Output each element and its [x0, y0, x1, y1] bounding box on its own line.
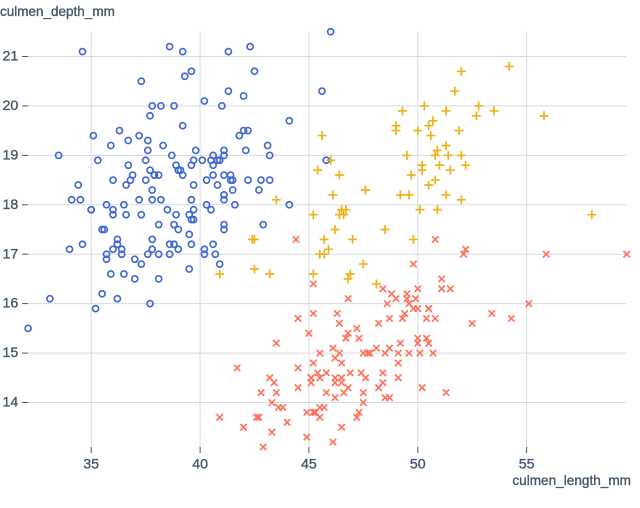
svg-text:20: 20	[3, 98, 19, 114]
svg-text:16: 16	[3, 296, 19, 312]
svg-text:culmen_depth_mm: culmen_depth_mm	[0, 4, 115, 19]
svg-text:21: 21	[3, 49, 19, 65]
svg-text:40: 40	[192, 456, 208, 472]
svg-text:19: 19	[3, 148, 19, 164]
svg-text:15: 15	[3, 345, 19, 361]
svg-text:18: 18	[3, 197, 19, 213]
svg-text:culmen_length_mm: culmen_length_mm	[512, 473, 631, 488]
svg-text:55: 55	[519, 456, 535, 472]
svg-text:50: 50	[410, 456, 426, 472]
svg-text:45: 45	[301, 456, 317, 472]
svg-text:35: 35	[83, 456, 99, 472]
svg-text:17: 17	[3, 246, 19, 262]
svg-text:14: 14	[3, 395, 19, 411]
